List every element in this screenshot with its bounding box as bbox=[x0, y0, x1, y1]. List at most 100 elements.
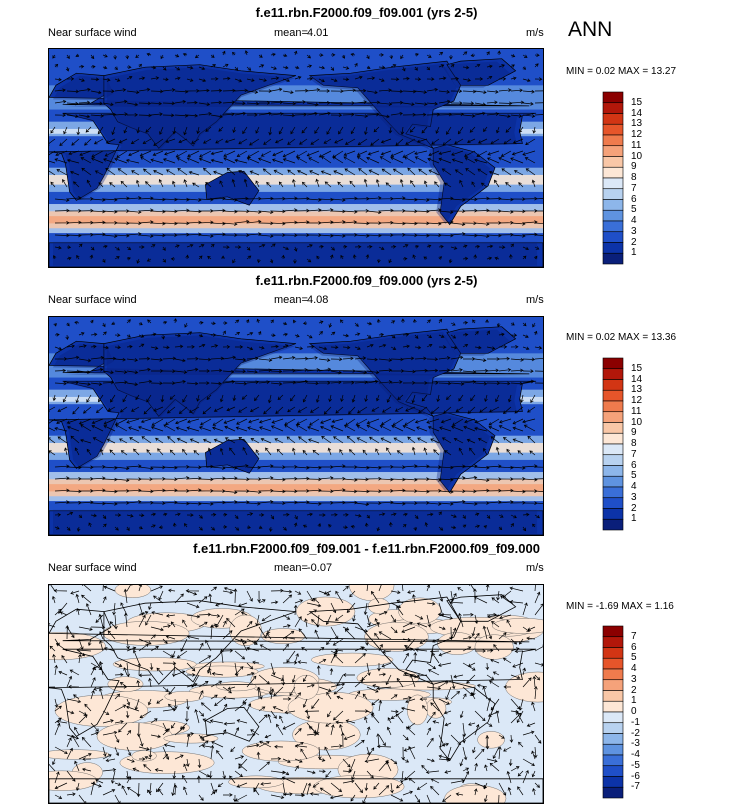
wind-vector bbox=[318, 53, 324, 57]
wind-vector bbox=[234, 666, 244, 676]
wind-vector bbox=[474, 158, 488, 164]
wind-vector bbox=[402, 424, 416, 432]
wind-vector bbox=[257, 590, 261, 603]
wind-vector bbox=[407, 167, 416, 176]
wind-vector bbox=[324, 181, 332, 188]
colorbar-box bbox=[602, 754, 624, 767]
wind-vector bbox=[354, 380, 368, 385]
wind-vector bbox=[489, 762, 500, 772]
wind-vector bbox=[67, 425, 80, 432]
wind-vector bbox=[366, 770, 374, 779]
wind-vector bbox=[175, 150, 188, 158]
wind-vector bbox=[498, 332, 505, 337]
wind-vector bbox=[78, 626, 93, 631]
wind-vector bbox=[200, 702, 212, 712]
wind-vector bbox=[354, 332, 361, 337]
wind-vector bbox=[444, 182, 452, 188]
wind-vector bbox=[278, 181, 284, 188]
wind-vector bbox=[258, 525, 263, 530]
wind-vector bbox=[282, 722, 296, 730]
wind-vector bbox=[256, 686, 261, 700]
wind-vector bbox=[90, 209, 106, 214]
wind-vector bbox=[282, 321, 288, 326]
panel-3-minmax: MIN = -1.69 MAX = 1.16 bbox=[566, 601, 674, 612]
wind-vector bbox=[258, 111, 272, 116]
wind-vector bbox=[412, 594, 416, 604]
wind-vector bbox=[534, 114, 543, 116]
wind-vector bbox=[330, 782, 343, 793]
panel-2-map bbox=[48, 316, 544, 536]
wind-vector bbox=[318, 647, 325, 652]
wind-vector bbox=[126, 585, 133, 592]
wind-vector bbox=[415, 648, 428, 652]
wind-vector bbox=[302, 698, 308, 708]
wind-vector bbox=[281, 776, 296, 784]
wind-vector bbox=[366, 343, 374, 348]
wind-vector bbox=[102, 78, 111, 82]
wind-vector bbox=[232, 258, 236, 264]
wind-vector bbox=[522, 322, 527, 327]
wind-vector bbox=[198, 343, 206, 348]
wind-vector bbox=[489, 680, 500, 688]
wind-vector bbox=[194, 708, 200, 724]
wind-vector bbox=[138, 425, 152, 432]
wind-vector bbox=[270, 756, 282, 761]
wind-vector bbox=[498, 232, 514, 237]
wind-vector bbox=[486, 346, 496, 350]
wind-vector bbox=[443, 710, 452, 715]
wind-vector bbox=[271, 418, 284, 424]
wind-vector bbox=[115, 424, 128, 432]
wind-vector bbox=[396, 605, 404, 616]
wind-vector bbox=[54, 771, 60, 784]
wind-vector bbox=[210, 64, 216, 68]
wind-vector bbox=[330, 512, 338, 517]
wind-vector bbox=[534, 102, 543, 104]
wind-vector bbox=[296, 418, 308, 425]
wind-vector bbox=[90, 666, 96, 676]
wind-vector bbox=[199, 369, 210, 373]
wind-vector bbox=[414, 794, 421, 803]
wind-vector bbox=[343, 150, 356, 157]
wind-vector bbox=[486, 674, 495, 680]
wind-vector bbox=[126, 256, 131, 261]
wind-vector bbox=[260, 782, 272, 786]
wind-vector bbox=[318, 658, 327, 664]
wind-vector bbox=[206, 394, 212, 401]
wind-vector bbox=[463, 425, 476, 432]
wind-vector bbox=[102, 523, 107, 528]
wind-vector bbox=[282, 53, 288, 58]
wind-vector bbox=[532, 675, 537, 688]
wind-vector bbox=[255, 449, 260, 456]
wind-vector bbox=[270, 319, 274, 324]
wind-vector bbox=[330, 500, 346, 505]
colorbar-box bbox=[602, 91, 624, 104]
wind-vector bbox=[189, 438, 200, 444]
wind-vector bbox=[426, 737, 434, 748]
wind-vector bbox=[522, 150, 536, 156]
wind-vector bbox=[138, 585, 143, 592]
wind-vector bbox=[91, 157, 104, 164]
wind-vector bbox=[354, 322, 359, 327]
wind-vector bbox=[172, 522, 177, 528]
wind-vector bbox=[373, 126, 380, 133]
wind-vector bbox=[196, 394, 200, 402]
wind-vector bbox=[449, 54, 453, 60]
wind-vector bbox=[371, 713, 380, 724]
wind-vector bbox=[99, 631, 104, 640]
wind-vector bbox=[438, 698, 450, 705]
panel-2-title: f.e11.rbn.F2000.f09_f09.000 (yrs 2-5) bbox=[255, 273, 478, 288]
wind-vector bbox=[270, 344, 279, 349]
wind-vector bbox=[450, 627, 457, 640]
wind-vector bbox=[391, 424, 404, 432]
colorbar-box bbox=[602, 636, 624, 648]
wind-vector bbox=[66, 792, 76, 797]
wind-vector bbox=[426, 368, 439, 373]
wind-vector bbox=[438, 112, 453, 117]
wind-vector bbox=[49, 427, 56, 432]
wind-vector bbox=[246, 671, 255, 676]
wind-vector bbox=[151, 418, 164, 426]
wind-vector bbox=[66, 626, 75, 639]
wind-vector bbox=[486, 722, 493, 727]
wind-vector bbox=[222, 686, 232, 694]
wind-vector bbox=[438, 614, 454, 620]
